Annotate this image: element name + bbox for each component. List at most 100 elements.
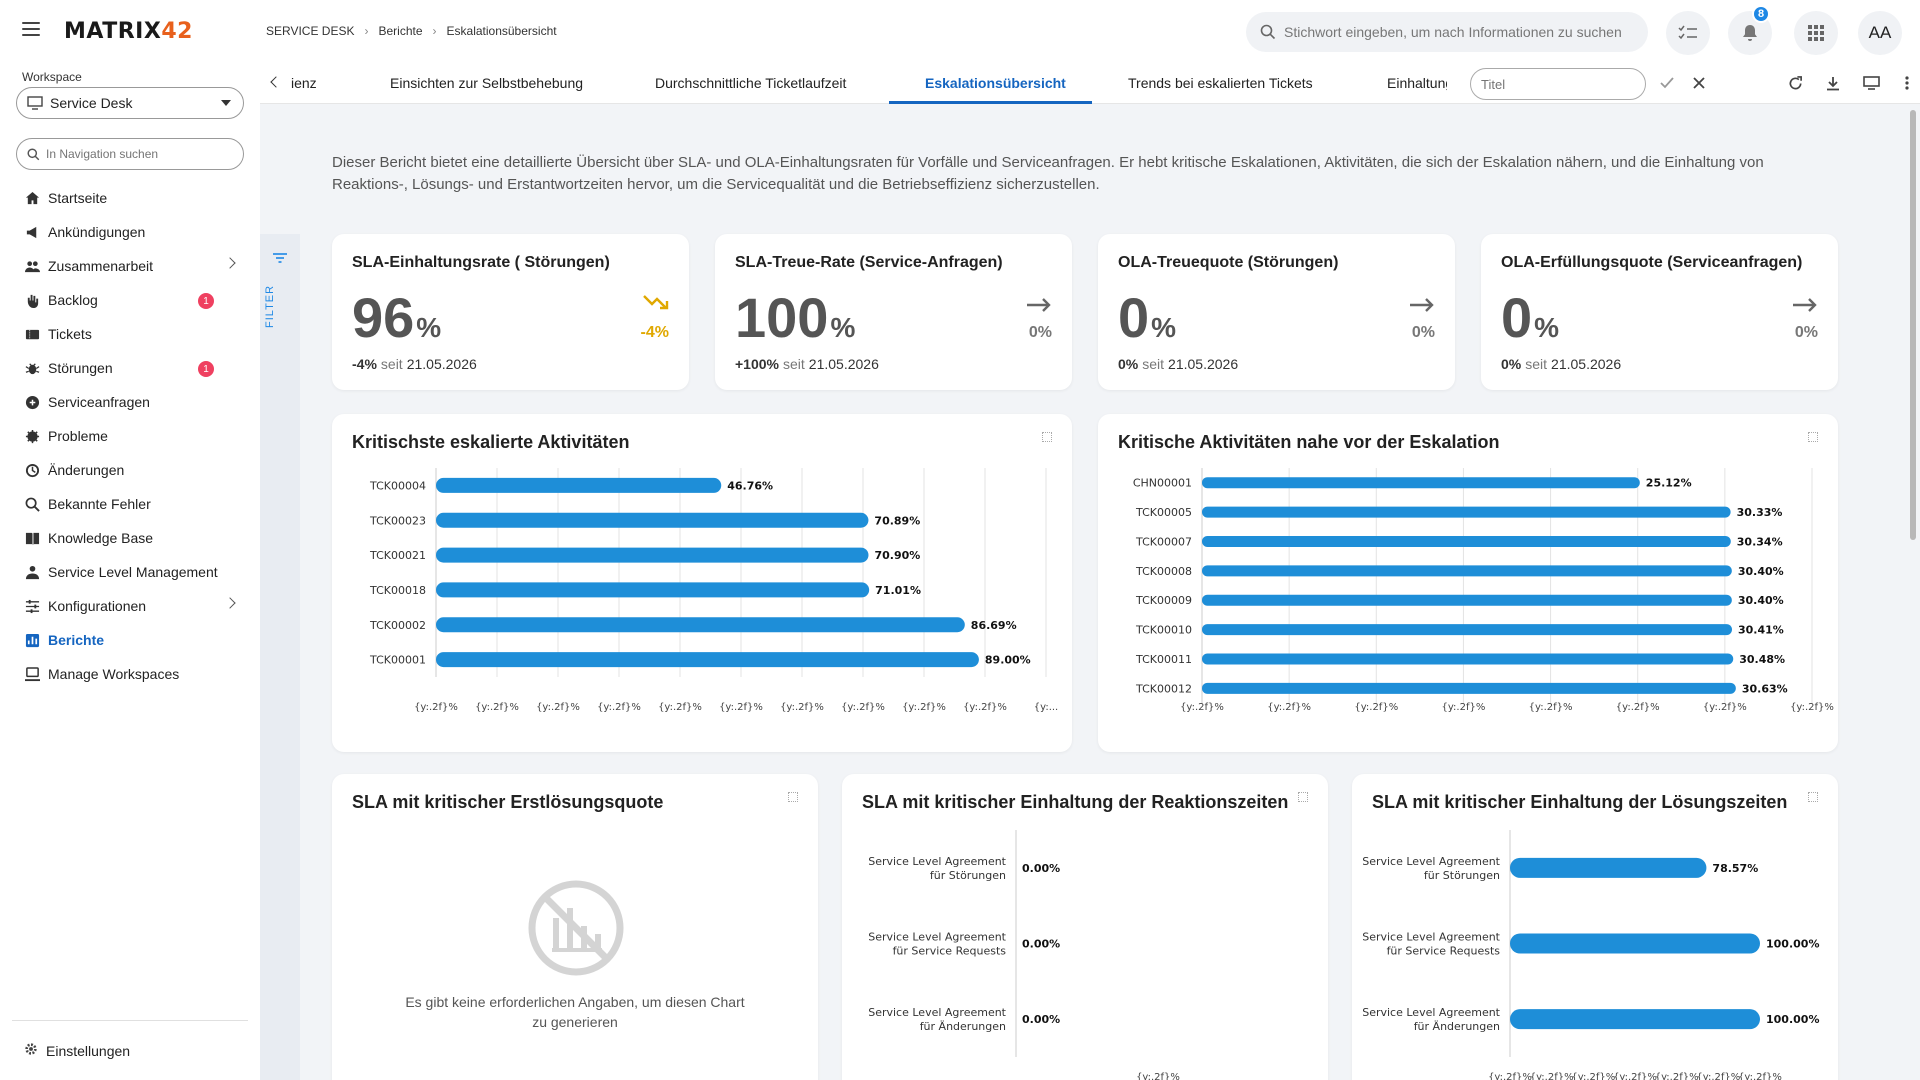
sidebar-item-label: Änderungen	[48, 462, 125, 478]
tab-scroll-left-icon[interactable]	[270, 76, 282, 88]
y-category-label: CHN00001	[1133, 477, 1192, 490]
kpi-card[interactable]: SLA-Treue-Rate (Service-Anfragen) 100% 0% +…	[715, 234, 1072, 390]
title-input[interactable]	[1470, 68, 1646, 100]
chart-card-reaktionszeiten: SLA mit kritischer Einhaltung der Reakti…	[842, 774, 1328, 1080]
workspace-select[interactable]: Service Desk	[16, 87, 244, 119]
nav-search-input[interactable]	[46, 147, 226, 161]
y-category-label: TCK00011	[1135, 653, 1192, 666]
x-tick-label: {y:.2f}%	[1530, 1072, 1574, 1080]
notifications-button[interactable]: 8	[1728, 5, 1772, 55]
tab-ienz[interactable]: ienz	[291, 75, 317, 91]
breadcrumb-item-berichte[interactable]: Berichte	[378, 24, 423, 38]
sidebar-item-störungen[interactable]: Störungen 1	[0, 351, 260, 385]
tab-einsichten-selbstbehebung[interactable]: Einsichten zur Selbstbehebung	[390, 75, 584, 91]
sidebar-item-zusammenarbeit[interactable]: Zusammenarbeit	[0, 249, 260, 283]
kpi-since: seit	[1142, 356, 1165, 372]
sidebar-item-manage-workspaces[interactable]: Manage Workspaces	[0, 657, 260, 691]
expand-icon[interactable]	[1298, 792, 1308, 802]
menu-icon[interactable]	[22, 22, 40, 36]
sidebar-item-serviceanfragen[interactable]: Serviceanfragen	[0, 385, 260, 419]
sidebar-item-label: Berichte	[48, 632, 105, 648]
chevron-right-icon[interactable]	[224, 597, 236, 609]
tasks-button[interactable]	[1666, 11, 1710, 55]
kpi-card[interactable]: OLA-Erfüllungsquote (Serviceanfragen) 0% 0…	[1481, 234, 1838, 390]
confirm-icon[interactable]	[1656, 72, 1678, 94]
expand-icon[interactable]	[788, 792, 798, 802]
content-scrollbar[interactable]	[1910, 110, 1916, 540]
data-label: 30.40%	[1738, 565, 1784, 578]
home-icon	[24, 190, 40, 206]
no-data-message-line1: Es gibt keine erforderlichen Angaben, um…	[405, 994, 745, 1010]
sidebar-item-tickets[interactable]: Tickets	[0, 317, 260, 351]
expand-icon[interactable]	[1808, 432, 1818, 442]
tab-trends-eskalierte-tickets[interactable]: Trends bei eskalierten Tickets	[1128, 75, 1313, 91]
trend-down-icon	[643, 292, 669, 318]
tab-eskalationsuebersicht[interactable]: Eskalationsübersicht	[925, 75, 1066, 91]
kpi-card[interactable]: SLA-Einhaltungsrate ( Störungen) 96% -4% -4…	[332, 234, 689, 390]
kpi-value: 0%	[1501, 286, 1559, 360]
trend-flat-icon	[1792, 292, 1818, 318]
filter-panel-toggle[interactable]: FILTER	[260, 234, 300, 1080]
sidebar-item-probleme[interactable]: Probleme	[0, 419, 260, 453]
sidebar-item-knowledge-base[interactable]: Knowledge Base	[0, 521, 260, 555]
kpi-date: 21.05.2026	[1551, 356, 1622, 372]
global-search[interactable]	[1246, 12, 1648, 52]
chevron-right-icon[interactable]	[224, 257, 236, 269]
sidebar-item-label: Ankündigungen	[48, 224, 146, 240]
y-category-label: für Störungen	[1424, 869, 1500, 882]
kpi-number: 0	[1118, 286, 1150, 349]
y-category-label: TCK00008	[1135, 565, 1192, 578]
sidebar-divider	[12, 1020, 248, 1021]
chart-title: SLA mit kritischer Einhaltung der Reakti…	[862, 792, 1289, 812]
nav-search[interactable]	[16, 138, 244, 170]
expand-icon[interactable]	[1042, 432, 1052, 442]
kpi-date: 21.05.2026	[406, 356, 477, 372]
kpi-trend-value: -4%	[640, 324, 669, 341]
sidebar-item-berichte[interactable]: Berichte	[0, 623, 260, 657]
kpi-card[interactable]: OLA-Treuequote (Störungen) 0% 0% 0% seit 21.0…	[1098, 234, 1455, 390]
avatar[interactable]: AA	[1858, 11, 1902, 55]
kpi-footer: +100% seit 21.05.2026	[735, 356, 879, 372]
chart-card-eskalierte-aktivitaeten: Kritischste eskalierte Aktivitäten {y:.2…	[332, 414, 1072, 752]
sidebar-item-backlog[interactable]: Backlog 1	[0, 283, 260, 317]
chart-title: SLA mit kritischer Einhaltung der Lösung…	[1372, 792, 1788, 812]
more-vertical-icon[interactable]	[1896, 72, 1918, 94]
no-data-icon	[528, 880, 624, 976]
tab-einhaltung[interactable]: Einhaltung	[1387, 75, 1447, 91]
data-label: 30.33%	[1737, 506, 1783, 519]
x-tick-label: {y:.2f}%	[1790, 702, 1834, 713]
expand-icon[interactable]	[1808, 792, 1818, 802]
kpi-footer: -4% seit 21.05.2026	[352, 356, 477, 372]
data-label: 78.57%	[1712, 862, 1758, 875]
gear-icon	[24, 1042, 38, 1059]
close-icon[interactable]	[1688, 72, 1710, 94]
sidebar-item-service-level-management[interactable]: Service Level Management	[0, 555, 260, 589]
sidebar-item-ankündigungen[interactable]: Ankündigungen	[0, 215, 260, 249]
active-tab-indicator	[889, 101, 1092, 104]
megaphone-icon	[24, 224, 40, 240]
sidebar-item-änderungen[interactable]: Änderungen	[0, 453, 260, 487]
sidebar-item-startseite[interactable]: Startseite	[0, 181, 260, 215]
search-input[interactable]	[1284, 24, 1624, 40]
trend-flat-icon	[1409, 292, 1435, 318]
y-category-label: TCK00021	[369, 549, 426, 562]
x-tick-label: {y:.2f}%	[1613, 1072, 1657, 1080]
x-tick-label: {y:.2f}%	[1738, 1072, 1782, 1080]
bug-icon	[24, 360, 40, 376]
breadcrumb-item-service-desk[interactable]: SERVICE DESK	[266, 24, 355, 38]
sidebar-item-bekannte-fehler[interactable]: Bekannte Fehler	[0, 487, 260, 521]
logo[interactable]: MATRIX42	[64, 19, 193, 44]
tab-ticketlaufzeit[interactable]: Durchschnittliche Ticketlaufzeit	[655, 75, 847, 91]
sidebar-item-konfigurationen[interactable]: Konfigurationen	[0, 589, 260, 623]
grid-apps-icon	[1808, 25, 1824, 41]
x-tick-label: {y:.2f}%	[1488, 1072, 1532, 1080]
settings-link[interactable]: Einstellungen	[24, 1042, 130, 1059]
sidebar: Workspace Service Desk Startseite Ankündi…	[0, 62, 260, 1080]
presentation-icon[interactable]	[1860, 72, 1882, 94]
y-category-label: TCK00002	[369, 619, 426, 632]
apps-button[interactable]	[1794, 11, 1838, 55]
download-icon[interactable]	[1822, 72, 1844, 94]
kpi-title: SLA-Einhaltungsrate ( Störungen)	[352, 254, 610, 271]
refresh-icon[interactable]	[1784, 72, 1806, 94]
x-tick-label: {y:.2f}%	[1703, 702, 1747, 713]
